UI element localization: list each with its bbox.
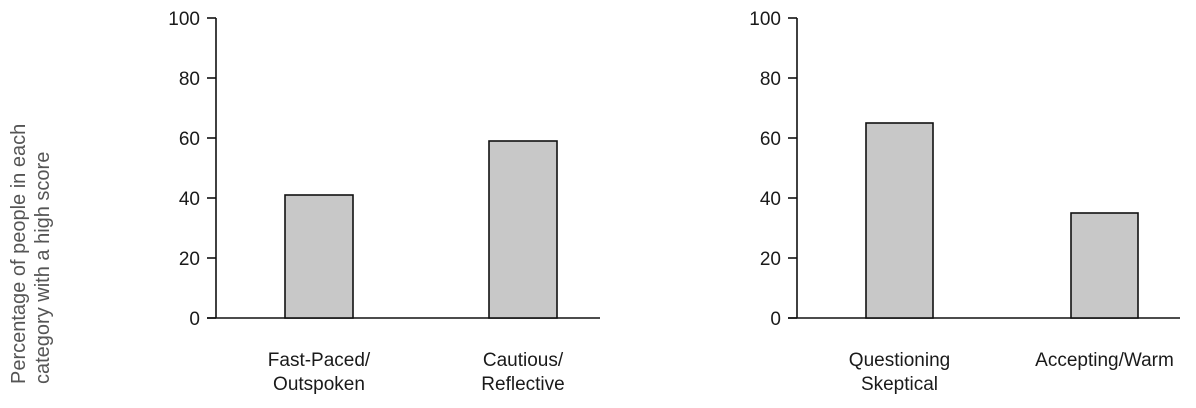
y-axis-label-line-1: Percentage of people in each [8, 124, 30, 384]
category-label: Cautious/Reflective [481, 350, 564, 395]
bar [488, 140, 558, 319]
y-tick-label: 20 [760, 249, 781, 270]
y-tick-label: 100 [168, 9, 200, 30]
y-tick-label: 60 [179, 129, 200, 150]
category-label: Questioning Skeptical [849, 350, 950, 395]
y-tick-label: 0 [770, 309, 781, 330]
y-tick-label: 80 [179, 69, 200, 90]
chart-left: 0 20 40 60 80 100 Fast-Paced/Outspoken Cautious… [168, 9, 600, 395]
y-tick-label: 0 [189, 309, 200, 330]
bar [284, 194, 354, 319]
y-tick-label: 100 [749, 9, 781, 30]
bar [1070, 212, 1139, 319]
y-tick-label: 40 [179, 189, 200, 210]
chart-right: 0 20 40 60 80 100 Questioning Skeptical Acceptin… [749, 9, 1180, 395]
category-label: Fast-Paced/Outspoken [268, 350, 371, 395]
y-tick-label: 60 [760, 129, 781, 150]
y-tick-label: 80 [760, 69, 781, 90]
y-tick-label: 40 [760, 189, 781, 210]
y-axis-label: Percentage of people in each category wi… [8, 118, 54, 384]
bar [865, 122, 934, 319]
y-axis-label-line-2: category with a high score [32, 152, 54, 384]
y-tick-label: 20 [179, 249, 200, 270]
category-label: Accepting/Warm [1035, 350, 1174, 371]
